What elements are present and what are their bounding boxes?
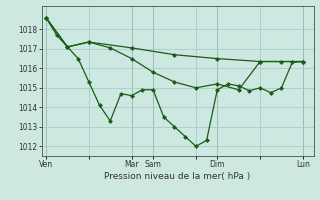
- X-axis label: Pression niveau de la mer( hPa ): Pression niveau de la mer( hPa ): [104, 172, 251, 181]
